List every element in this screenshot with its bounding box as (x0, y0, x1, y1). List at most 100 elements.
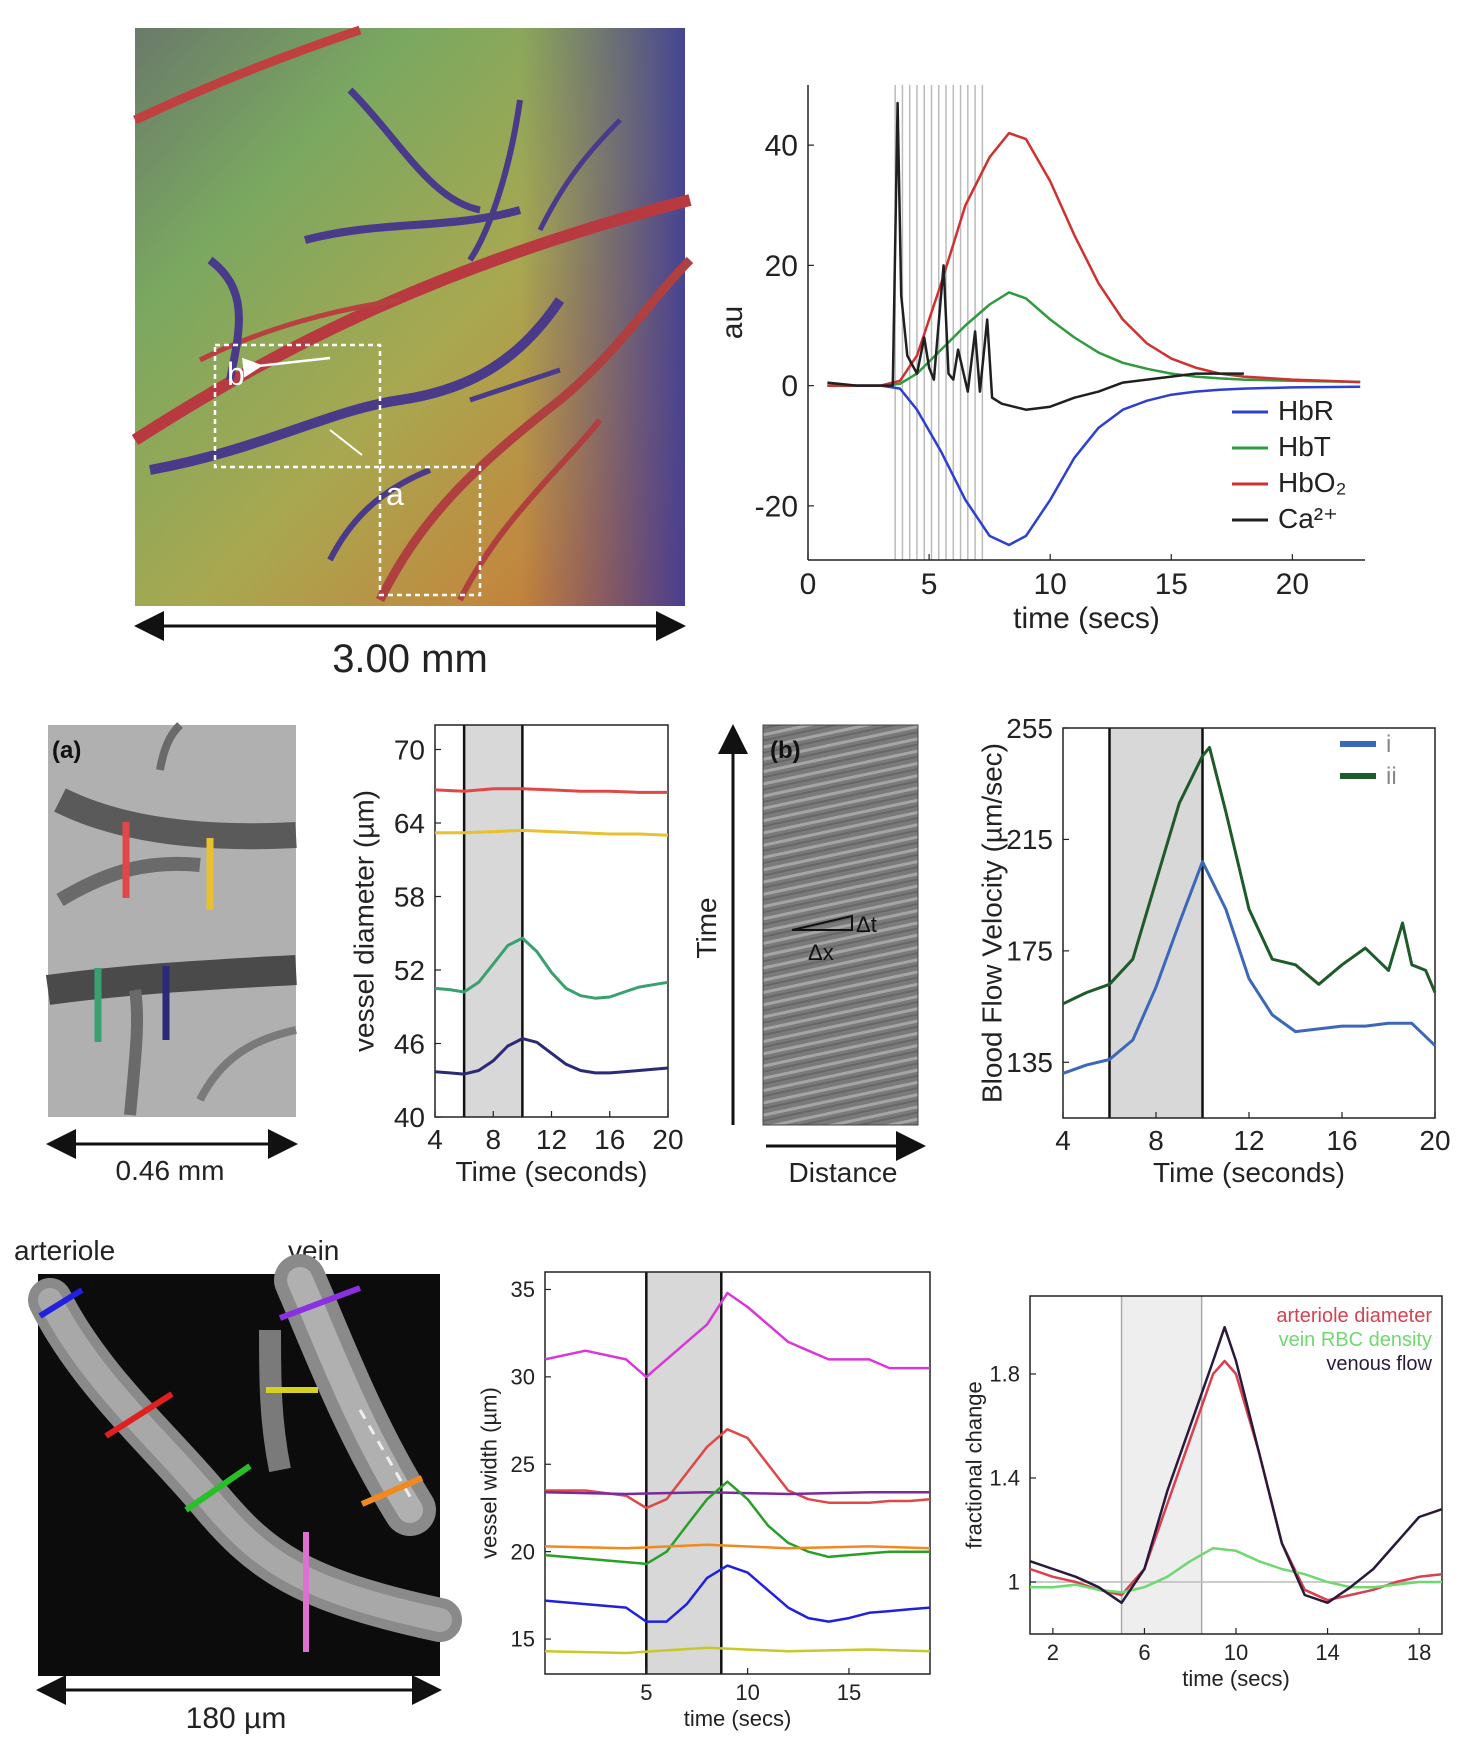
tag-a: (a) (52, 737, 81, 764)
series-line (544, 1646, 931, 1655)
blood-flow-velocity-chart: 4 8 12 16 20 135 175 215 255 Time (seconds) Blood … (976, 713, 1450, 1188)
y-axis-label: au (716, 306, 749, 339)
y-tick-label: 1.4 (989, 1466, 1020, 1491)
y-tick-label: 52 (394, 955, 425, 986)
y-tick-label: 1.8 (989, 1362, 1020, 1387)
kymo-time-label: Time (691, 897, 722, 958)
x-tick-label: 18 (1407, 1640, 1431, 1665)
series-line (544, 1480, 930, 1566)
brain-hemodynamics-image: b a (131, 25, 694, 606)
x-tick-label: 4 (1055, 1125, 1071, 1156)
x-tick-label: 20 (652, 1124, 683, 1155)
series-line (1029, 1359, 1443, 1602)
x-tick-label: 0 (800, 568, 817, 601)
x-tick-label: 14 (1315, 1640, 1339, 1665)
legend-label: Ca²⁺ (1278, 503, 1338, 534)
series-line (827, 384, 1361, 547)
series-line (434, 1037, 669, 1076)
vessel-width-chart: 5 10 15 15 20 25 30 35 time (secs) vessel width (… (477, 1271, 931, 1731)
label-arteriole: arteriole (14, 1235, 115, 1266)
y-tick-label: 20 (511, 1539, 535, 1564)
legend-label: ii (1386, 763, 1397, 790)
series-line (1030, 1546, 1442, 1594)
y-tick-label: 25 (511, 1452, 535, 1477)
x-tick-label: 15 (837, 1680, 861, 1705)
y-tick-label: -20 (755, 490, 798, 523)
x-tick-label: 8 (485, 1124, 501, 1155)
x-tick-label: 12 (536, 1124, 567, 1155)
x-tick-label: 2 (1047, 1640, 1059, 1665)
x-tick-label: 10 (1224, 1640, 1248, 1665)
label-a: a (386, 476, 404, 512)
series-line (545, 1428, 931, 1510)
y-tick-label: 46 (394, 1028, 425, 1059)
x-tick-label: 5 (921, 568, 938, 601)
tag-b: (b) (770, 737, 801, 764)
x-tick-label: 6 (1138, 1640, 1150, 1665)
series-line (434, 787, 668, 794)
x-tick-label: 20 (1419, 1125, 1450, 1156)
x-tick-label: 16 (1326, 1125, 1357, 1156)
y-tick-label: 40 (394, 1102, 425, 1133)
arrow-a (329, 429, 363, 456)
stimulus-shading (646, 1272, 722, 1674)
scale-label-top: 3.00 mm (332, 637, 488, 681)
series-line (1029, 1325, 1443, 1605)
x-tick-label: 5 (640, 1680, 652, 1705)
delta-x-label: Δx (808, 940, 834, 965)
series-line (544, 1490, 930, 1496)
legend-label: HbR (1278, 395, 1334, 426)
vessel-image-a: (a) (45, 722, 297, 1117)
legend-label: vein RBC density (1279, 1329, 1432, 1351)
vessel-diameter-chart: 4 8 12 16 20 40 46 52 58 64 70 Time (seconds) vessel… (348, 724, 684, 1187)
y-tick-label: 30 (511, 1365, 535, 1390)
x-axis-label: Time (seconds) (1153, 1157, 1345, 1188)
y-tick-label: 135 (1006, 1047, 1053, 1078)
scale-label-mid: 0.46 mm (116, 1155, 225, 1186)
series-line (434, 936, 669, 1000)
two-photon-vessel-image (28, 1254, 462, 1676)
series-line (1062, 860, 1437, 1075)
label-b: b (227, 356, 245, 392)
arrow-b (241, 356, 331, 378)
series-line (435, 828, 669, 837)
y-tick-label: 0 (781, 370, 798, 403)
y-axis-label: vessel width (µm) (477, 1387, 502, 1559)
series-line (544, 1543, 931, 1550)
fractional-change-chart: 2 6 10 14 18 1 1.4 1.8 time (secs) fractional cha… (962, 1295, 1443, 1691)
kymograph-image: (b) Δt Δx (762, 724, 919, 1126)
series-line (1062, 746, 1437, 1006)
y-tick-label: 35 (511, 1277, 535, 1302)
stimulus-shading (464, 725, 523, 1117)
series-line (827, 101, 1244, 411)
y-tick-label: 70 (394, 734, 425, 765)
series-line (544, 1564, 931, 1623)
kymo-distance-label: Distance (789, 1157, 898, 1188)
plot-frame (544, 1271, 931, 1675)
y-tick-label: 40 (765, 130, 798, 163)
x-tick-label: 10 (1033, 568, 1066, 601)
y-tick-label: 1 (1008, 1570, 1020, 1595)
y-axis-label: Blood Flow Velocity (µm/sec) (976, 743, 1007, 1103)
x-axis-label: time (secs) (1182, 1666, 1290, 1691)
legend-label: i (1386, 731, 1391, 758)
y-tick-label: 64 (394, 808, 425, 839)
y-tick-label: 255 (1006, 713, 1053, 744)
x-axis-label: Time (seconds) (456, 1156, 648, 1187)
x-tick-label: 4 (427, 1124, 443, 1155)
x-tick-label: 10 (735, 1680, 759, 1705)
legend-label: arteriole diameter (1276, 1305, 1432, 1327)
delta-t-label: Δt (856, 912, 877, 937)
y-tick-label: 215 (1006, 824, 1053, 855)
stimulus-shading (1121, 1296, 1202, 1634)
x-tick-label: 20 (1276, 568, 1309, 601)
x-tick-label: 15 (1155, 568, 1188, 601)
x-axis-label: time (secs) (1013, 602, 1160, 635)
stimulus-shading (1109, 728, 1203, 1118)
series-line (544, 1291, 930, 1379)
legend-label: HbO₂ (1278, 467, 1346, 498)
x-tick-label: 8 (1148, 1125, 1164, 1156)
series-line (827, 291, 1361, 387)
y-tick-label: 175 (1006, 936, 1053, 967)
